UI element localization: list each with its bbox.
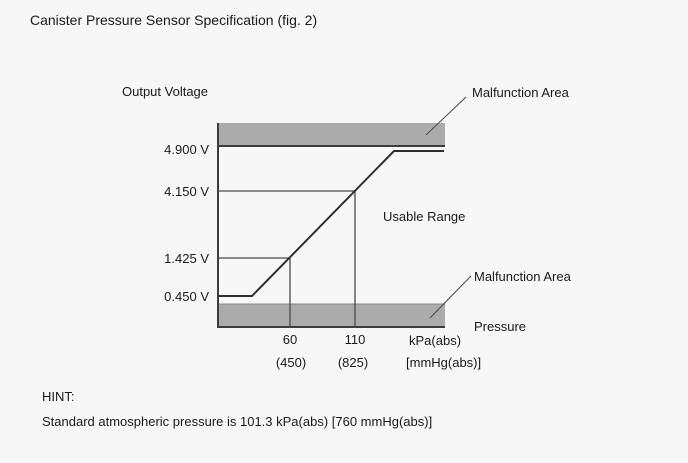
page-title: Canister Pressure Sensor Specification (…	[30, 12, 318, 28]
leader-line-malfunction-top	[425, 96, 467, 136]
malfunction-area-label-top: Malfunction Area	[472, 85, 569, 100]
x-unit-mmhg: [mmHg(abs)]	[406, 355, 482, 370]
x-unit-kpa: kPa(abs)	[409, 333, 462, 348]
sensor-output-curve	[219, 150, 444, 297]
y-tick-1425mv: 1.425 V	[164, 251, 209, 266]
x-tick-450mmhg: (450)	[275, 355, 307, 370]
malfunction-band-top	[219, 123, 445, 145]
y-tick-4900mv: 4.900 V	[164, 142, 209, 157]
malfunction-band-bottom	[219, 304, 445, 327]
x-tick-60kpa: 60	[282, 332, 298, 347]
y-axis-title: Output Voltage	[122, 84, 209, 99]
malfunction-area-label-bottom: Malfunction Area	[474, 269, 571, 284]
y-tick-4150mv: 4.150 V	[164, 184, 209, 199]
hint-heading: HINT:	[42, 389, 75, 404]
hint-text: Standard atmospheric pressure is 101.3 k…	[42, 414, 433, 429]
x-tick-110kpa: 110	[344, 332, 366, 347]
leader-line-malfunction-bottom	[429, 275, 472, 319]
usable-range-label: Usable Range	[383, 209, 466, 224]
y-tick-0450mv: 0.450 V	[164, 289, 209, 304]
x-axis-title: Pressure	[474, 319, 527, 334]
x-tick-825mmhg: (825)	[337, 355, 369, 370]
